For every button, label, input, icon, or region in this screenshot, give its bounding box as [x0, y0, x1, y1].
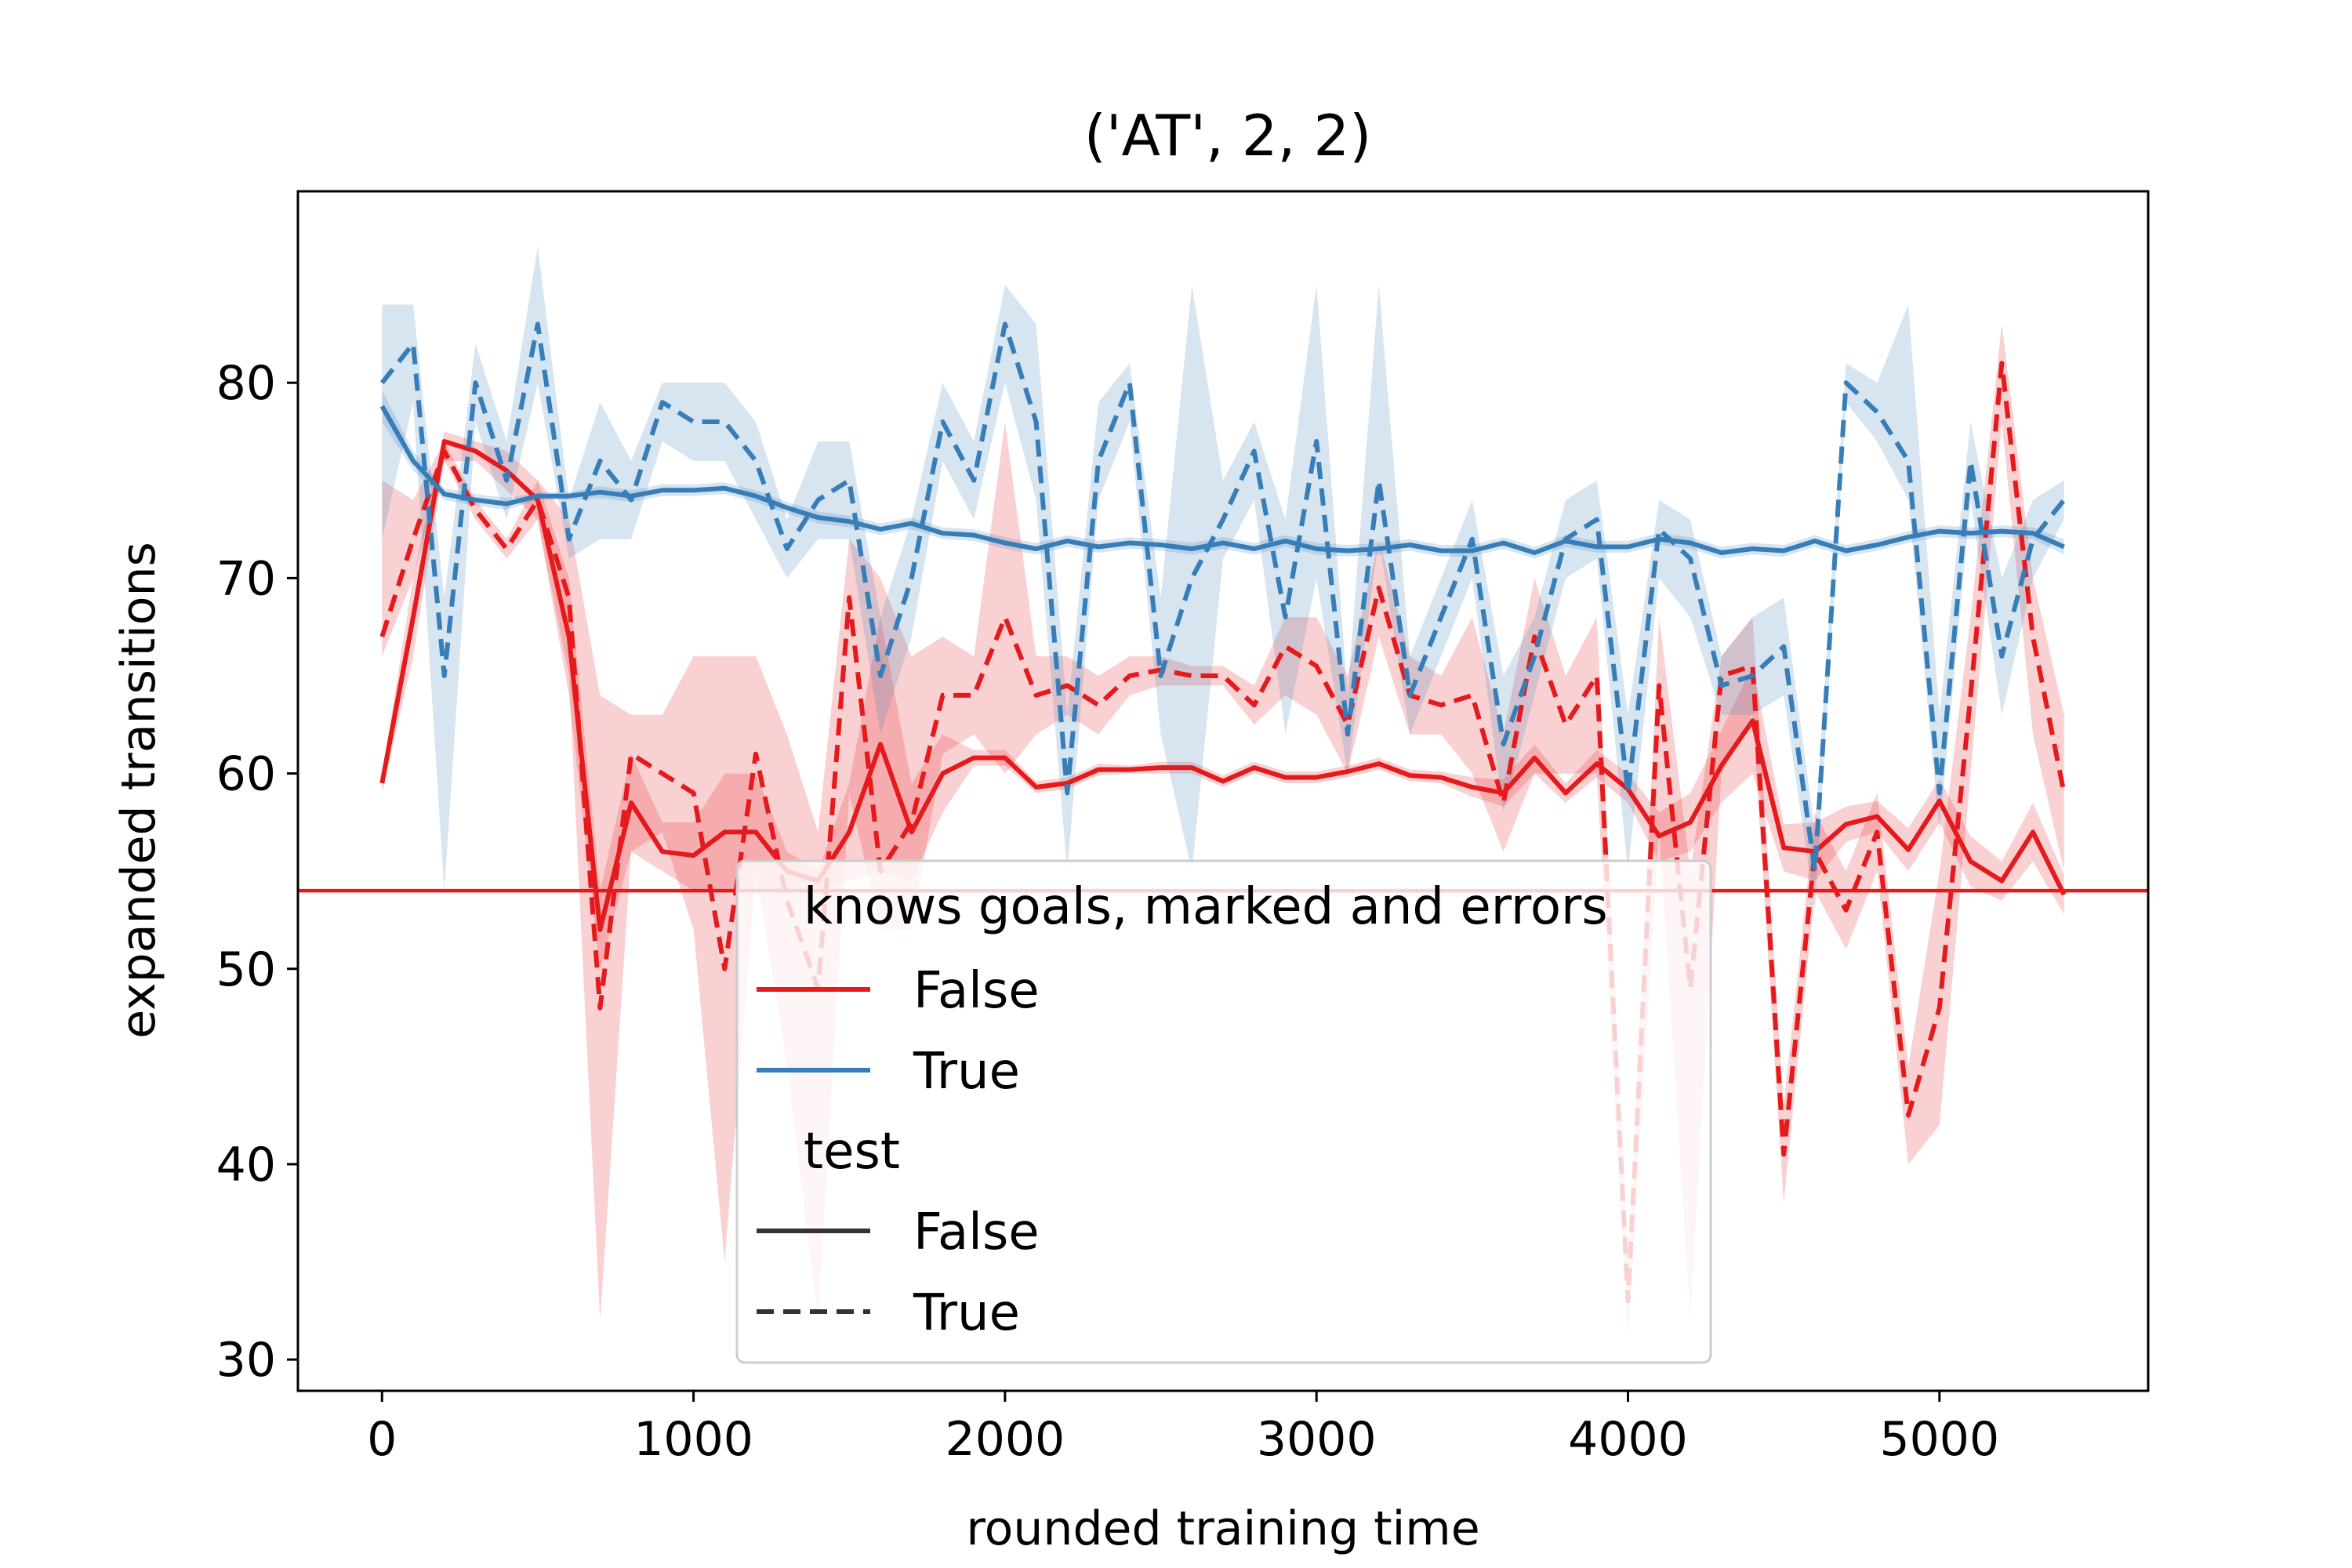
- series-line: [379, 361, 2067, 1304]
- legend-entry-label: False: [913, 962, 1040, 1020]
- legend-group-title: knows goals, marked and errors: [804, 878, 1608, 936]
- y-tick-label: 70: [216, 551, 276, 606]
- y-axis-label: expanded transitions: [111, 542, 166, 1039]
- x-axis-ticks: 0 1000 2000 3000 4000 5000: [367, 1391, 1999, 1467]
- legend-entry-label: True: [913, 1043, 1020, 1101]
- legend: knows goals, marked and errors False Tru…: [735, 859, 1712, 1364]
- legend-group-title: test: [804, 1123, 900, 1181]
- y-tick-label: 30: [216, 1333, 276, 1388]
- x-axis-label: rounded training time: [966, 1501, 1479, 1556]
- series-lines: [379, 321, 2067, 1304]
- x-tick-label: 2000: [946, 1412, 1065, 1467]
- series-line: [379, 321, 2067, 874]
- x-tick-label: 4000: [1568, 1412, 1688, 1467]
- y-tick-label: 60: [216, 747, 276, 802]
- y-tick-label: 50: [216, 942, 276, 997]
- legend-entry-label: False: [913, 1203, 1040, 1261]
- plot-frame: [296, 190, 2150, 1392]
- y-axis-ticks: 30 40 50 60 70 80: [216, 356, 298, 1388]
- y-tick-label: 80: [216, 356, 276, 411]
- chart-title: ('AT', 2, 2): [1084, 103, 1372, 169]
- x-tick-label: 5000: [1879, 1412, 1999, 1467]
- x-tick-label: 1000: [633, 1412, 753, 1467]
- series-line: [379, 405, 2065, 555]
- legend-box: [735, 859, 1712, 1364]
- x-tick-label: 3000: [1257, 1412, 1377, 1467]
- legend-entry-label: True: [913, 1284, 1020, 1342]
- confidence-band: [382, 390, 2064, 559]
- series-line: [379, 439, 2067, 932]
- x-tick-label: 0: [367, 1412, 397, 1467]
- y-tick-label: 40: [216, 1138, 276, 1192]
